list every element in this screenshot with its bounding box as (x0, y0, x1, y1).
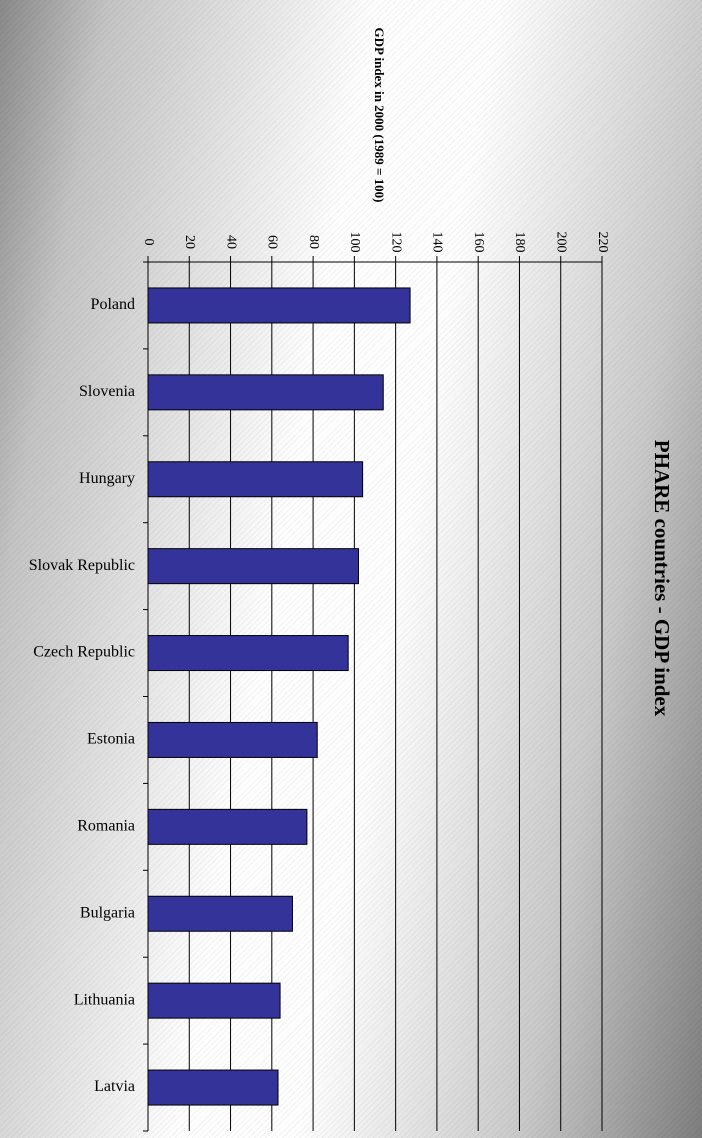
category-label: Bulgaria (80, 904, 135, 921)
value-tick-label: 220 (595, 232, 610, 253)
value-tick-label: 200 (554, 232, 569, 253)
category-label: Romania (77, 818, 135, 835)
value-tick-label: 100 (347, 232, 362, 253)
value-tick-label: 20 (182, 235, 197, 249)
bar (147, 982, 281, 1019)
value-tick-label: 160 (471, 232, 486, 253)
value-tick-label: 80 (306, 235, 321, 249)
axes-layer (147, 261, 602, 1131)
bar (147, 1069, 279, 1106)
bar (147, 895, 293, 932)
value-tick-label: 40 (223, 235, 238, 249)
category-label: Latvia (94, 1078, 135, 1095)
category-label: Estonia (87, 731, 135, 748)
category-label: Lithuania (74, 991, 135, 1008)
bar (147, 548, 359, 585)
bar (147, 287, 411, 324)
bar (147, 461, 364, 498)
category-labels: Poland Slovenia Hungary Slovak Republic Czec… (29, 296, 135, 1095)
bar (147, 635, 349, 672)
category-label: Slovak Republic (29, 557, 135, 574)
bars-layer (147, 287, 411, 1106)
value-tick-label: 140 (430, 232, 445, 253)
category-label: Czech Republic (33, 644, 135, 661)
value-tick-label: 120 (388, 232, 403, 253)
bar (147, 374, 384, 411)
tick-labels: 0 20 40 60 80 100 120 140 160 180 200 220 (141, 232, 610, 253)
category-label: Slovenia (79, 383, 135, 400)
bar (147, 808, 308, 845)
category-label: Hungary (79, 470, 135, 487)
value-tick-label: 0 (141, 239, 156, 246)
category-label: Poland (91, 296, 135, 313)
value-axis-title: GDP index in 2000 (1989 = 100) (372, 28, 387, 203)
value-tick-label: 180 (512, 232, 527, 253)
bar (147, 721, 318, 758)
chart-title: PHARE countries - GDP index (650, 440, 674, 717)
value-tick-label: 60 (265, 235, 280, 249)
